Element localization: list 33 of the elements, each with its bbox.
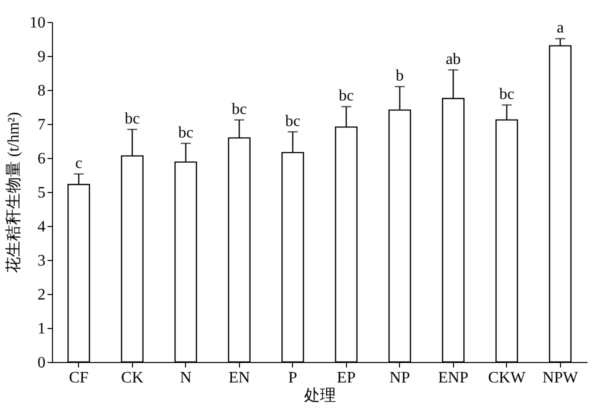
x-tick-label: CK	[121, 370, 144, 386]
x-tick-label: P	[288, 370, 298, 386]
x-axis-title: 处理	[304, 386, 336, 404]
annotation: ab	[446, 50, 461, 68]
y-tick-label: 1	[38, 320, 46, 338]
annotation: bc	[338, 88, 354, 105]
y-tick-label: 0	[38, 354, 46, 372]
y-tick-label: 4	[38, 218, 46, 236]
annotation: c	[75, 154, 82, 172]
annotation: bc	[178, 124, 194, 142]
annotation: b	[396, 68, 404, 85]
y-tick-label: 2	[38, 286, 46, 304]
annotation: a	[556, 20, 564, 37]
x-tick-label: NP	[390, 370, 410, 386]
x-tick-label: ENP	[438, 370, 468, 386]
x-tick-label: CF	[68, 370, 89, 386]
x-tick-label: N	[180, 370, 192, 386]
y-tick-label: 5	[38, 184, 46, 202]
y-axis-title: 花生秸秆生物量 (t/hm²)	[4, 112, 22, 273]
y-tick-label: 3	[38, 252, 46, 270]
y-tick-label: 6	[38, 150, 46, 168]
annotation: bc	[285, 112, 300, 130]
y-tick-label: 9	[38, 48, 46, 66]
annotation: bc	[499, 86, 514, 103]
x-tick-label: EP	[336, 370, 356, 386]
annotation: bc	[124, 110, 140, 128]
x-tick-label: EN	[228, 370, 250, 386]
x-tick-label: CKW	[488, 370, 526, 386]
y-tick-label: 10	[30, 14, 46, 32]
x-tick-label: NPW	[542, 370, 579, 386]
annotation: bc	[232, 100, 247, 118]
y-tick-label: 7	[38, 116, 46, 134]
y-tick-label: 8	[38, 82, 46, 100]
